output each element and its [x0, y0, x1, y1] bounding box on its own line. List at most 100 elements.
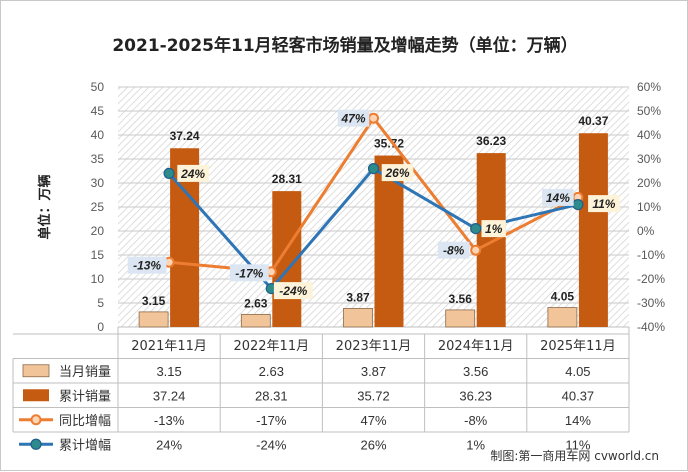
- table-value-cell: 3.87: [361, 364, 386, 379]
- cumulative-growth-label-box: [273, 282, 313, 300]
- legend-entry-label: 同比增幅: [59, 414, 111, 429]
- left-axis-tick-label: 50: [91, 80, 105, 94]
- yoy-growth-point: [368, 112, 379, 124]
- bar-cumulative-sales-label: 28.31: [272, 172, 302, 186]
- yoy-growth-label-box: [229, 264, 269, 282]
- bar-monthly-sales: [240, 313, 271, 328]
- bar-cumulative-sales-label: 37.24: [170, 129, 200, 143]
- yoy-growth-label: -8%: [443, 244, 465, 258]
- x-axis-category-label: 2021年11月: [131, 339, 207, 354]
- right-axis-tick-label: -40%: [637, 320, 665, 334]
- cumulative-growth-point: [470, 223, 482, 235]
- legend-entry-label: 累计增幅: [59, 438, 111, 453]
- cumulative-growth-label-box: [177, 164, 209, 182]
- cumulative-growth-label: 26%: [384, 166, 409, 180]
- right-axis-tick-label: 30%: [637, 152, 661, 166]
- y-axis-label: 单位：万辆: [37, 174, 53, 239]
- left-axis-tick-label: 45: [91, 104, 105, 118]
- right-axis-tick-label: -10%: [637, 248, 665, 262]
- table-value-cell: -24%: [256, 437, 287, 452]
- table-value-cell: 11%: [565, 437, 590, 452]
- table-value-cell: 35.72: [357, 388, 390, 403]
- table-value-cell: 37.24: [153, 388, 186, 403]
- bar-cumulative-sales: [476, 153, 506, 327]
- bar-monthly-sales-label: 4.05: [551, 290, 575, 304]
- legend-key-bar: [22, 364, 50, 378]
- yoy-growth-label: 47%: [340, 112, 365, 126]
- bar-cumulative-sales-label: 40.37: [578, 114, 608, 128]
- cumulative-growth-point: [163, 167, 175, 179]
- cumulative-growth-point: [367, 163, 380, 175]
- chart-title: 2021-2025年11月轻客市场销量及增幅走势（单位：万辆）: [112, 36, 578, 56]
- bar-monthly-sales: [138, 311, 169, 328]
- bar-monthly-sales-label: 3.15: [142, 294, 166, 308]
- table-value-cell: 3.15: [156, 364, 181, 379]
- right-axis-tick-label: 10%: [637, 200, 661, 214]
- cumulative-growth-label-box: [588, 195, 620, 213]
- x-axis-category-label: 2022年11月: [233, 339, 309, 354]
- table-value-cell: 47%: [360, 413, 386, 428]
- legend-key-bar: [23, 389, 49, 402]
- bar-monthly-sales-label: 3.87: [346, 290, 370, 304]
- left-axis-tick-label: 30: [91, 176, 105, 190]
- legend-key-marker: [30, 438, 42, 450]
- bar-monthly-sales: [445, 309, 476, 328]
- table-value-cell: 4.05: [565, 364, 590, 379]
- left-axis-tick-label: 10: [91, 272, 105, 286]
- yoy-growth-label: 14%: [546, 191, 570, 205]
- table-value-cell: 3.56: [463, 364, 488, 379]
- yoy-growth-point: [470, 244, 482, 256]
- table-value-cell: -13%: [154, 413, 185, 428]
- left-axis-tick-label: 5: [97, 296, 104, 310]
- right-axis-tick-label: 50%: [637, 104, 661, 118]
- cumulative-growth-label: 1%: [485, 222, 503, 236]
- right-axis-tick-label: 20%: [637, 176, 661, 190]
- x-axis-category-label: 2023年11月: [336, 339, 412, 354]
- left-axis-tick-label: 40: [91, 128, 105, 142]
- left-axis-tick-label: 20: [91, 224, 105, 238]
- table-value-cell: 26%: [360, 437, 386, 452]
- cumulative-growth-label: 11%: [592, 197, 615, 211]
- table-value-cell: 1%: [466, 437, 485, 452]
- yoy-growth-label-box: [437, 241, 470, 259]
- table-value-cell: -8%: [464, 413, 488, 428]
- x-axis-category-label: 2025年11月: [540, 339, 616, 354]
- bar-monthly-sales: [547, 307, 578, 328]
- legend-entry-label: 当月销量: [59, 365, 111, 380]
- left-axis-tick-label: 25: [91, 200, 105, 214]
- table-value-cell: 36.23: [459, 388, 492, 403]
- legend-key-marker: [30, 414, 42, 426]
- yoy-growth-label-box: [337, 109, 370, 127]
- right-axis-tick-label: -20%: [637, 272, 665, 286]
- table-value-cell: 24%: [156, 437, 182, 452]
- cumulative-growth-label: 24%: [180, 167, 205, 181]
- table-value-cell: -17%: [256, 413, 287, 428]
- bar-cumulative-sales: [578, 133, 608, 327]
- right-axis-tick-label: 0%: [637, 224, 655, 238]
- left-axis-tick-label: 35: [91, 152, 105, 166]
- left-axis-tick-label: 0: [97, 320, 104, 334]
- x-axis-category-label: 2024年11月: [438, 339, 514, 354]
- cumulative-growth-point: [572, 199, 584, 211]
- yoy-growth-label: -13%: [133, 259, 161, 273]
- yoy-growth-label-box: [127, 256, 167, 274]
- cumulative-growth-label-box: [381, 164, 414, 182]
- bar-monthly-sales: [343, 308, 373, 328]
- left-axis-tick-label: 15: [91, 248, 105, 262]
- legend-entry-label: 累计销量: [59, 389, 111, 404]
- table-value-cell: 14%: [565, 413, 591, 428]
- bar-monthly-sales-label: 2.63: [244, 296, 268, 310]
- credit-text: 制图:第一商用车网 cvworld.cn: [490, 449, 659, 463]
- cumulative-growth-label-box: [481, 220, 506, 238]
- yoy-growth-label: -17%: [235, 266, 263, 280]
- bar-cumulative-sales-label: 36.23: [476, 134, 506, 148]
- cumulative-growth-label: -24%: [279, 284, 307, 298]
- right-axis-tick-label: -30%: [637, 296, 665, 310]
- table-value-cell: 28.31: [255, 388, 288, 403]
- right-axis-tick-label: 40%: [637, 128, 661, 142]
- table-value-cell: 2.63: [259, 364, 284, 379]
- right-axis-tick-label: 60%: [637, 80, 661, 94]
- bar-cumulative-sales: [374, 155, 404, 327]
